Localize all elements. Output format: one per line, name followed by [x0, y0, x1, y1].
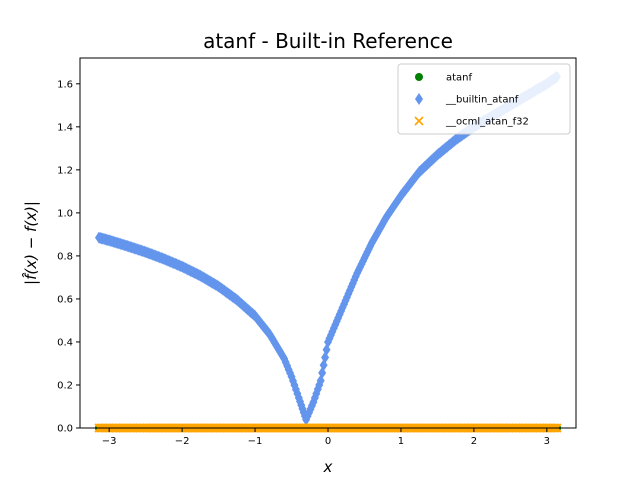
y-tick-label: 1.6: [57, 79, 73, 90]
y-axis-label: |f̂(x) − f(x)|: [21, 201, 40, 285]
y-tick-label: 1.2: [57, 165, 73, 176]
x-tick-label: −1: [248, 436, 263, 447]
y-tick-label: 0.2: [57, 380, 73, 391]
y-tick-label: 0.4: [57, 337, 73, 348]
legend-entry: __ocml_atan_f32: [445, 117, 529, 128]
x-axis-label: x: [323, 458, 333, 476]
y-tick-label: 1.0: [57, 208, 73, 219]
legend-marker: [414, 116, 424, 126]
legend-marker: [415, 93, 423, 105]
y-axis: 0.0 0.2 0.4 0.6 0.8 1.0 1.2 1.4 1.6: [57, 79, 80, 435]
legend-entry: __builtin_atanf: [445, 95, 519, 106]
x-tick-label: −3: [102, 436, 117, 447]
x-tick-label: 0: [325, 436, 331, 447]
x-tick-label: 3: [544, 436, 550, 447]
y-tick-label: 0.6: [57, 294, 73, 305]
legend-box: [397, 63, 571, 135]
x-tick-label: 2: [471, 436, 477, 447]
legend: atanf __builtin_atanf __ocml_atan_f32: [397, 63, 571, 135]
legend-entry: atanf: [446, 73, 473, 84]
y-tick-label: 0.0: [57, 424, 73, 435]
x-tick-label: −2: [175, 436, 190, 447]
x-axis: −3 −2 −1 0 1 2 3: [102, 428, 550, 447]
y-tick-label: 1.4: [57, 122, 73, 133]
y-tick-label: 0.8: [57, 251, 73, 262]
x-tick-label: 1: [398, 436, 404, 447]
chart-title: atanf - Built-in Reference: [203, 29, 453, 53]
legend-marker: [415, 73, 423, 81]
